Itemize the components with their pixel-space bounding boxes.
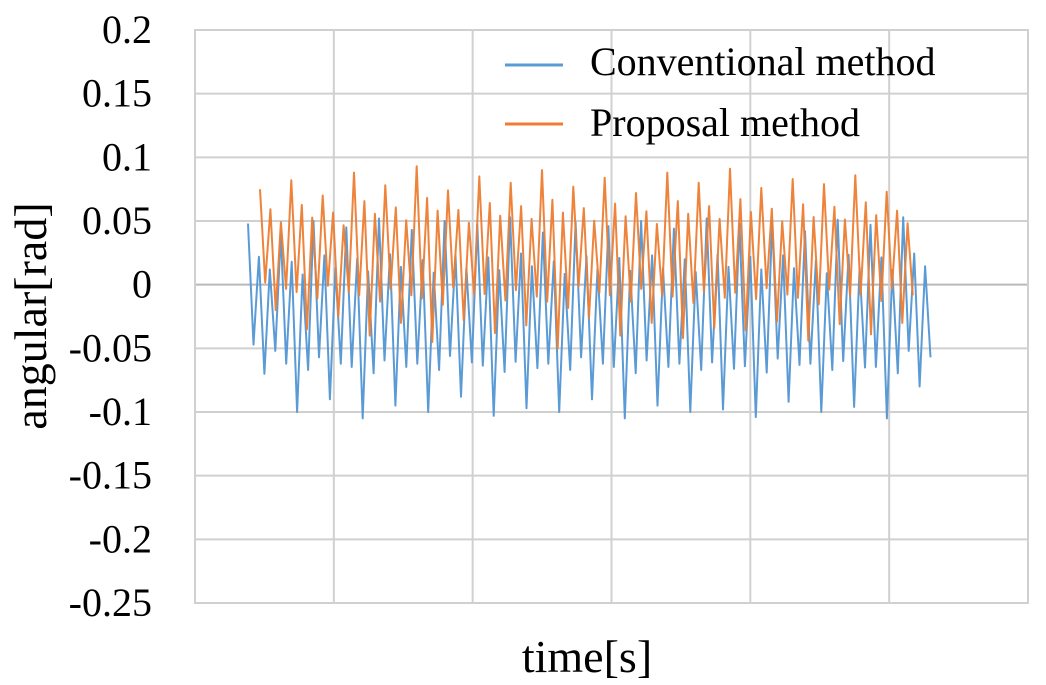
y-tick-label: 0.1 [102, 134, 152, 179]
y-tick-label: -0.15 [69, 453, 152, 498]
legend-label-conventional: Conventional method [590, 39, 936, 84]
x-axis-title: time[s] [522, 631, 652, 682]
y-tick-label: -0.05 [69, 325, 152, 370]
y-tick-label: 0 [132, 262, 152, 307]
legend: Conventional method Proposal method [505, 39, 936, 145]
y-tick-label: -0.1 [89, 389, 152, 434]
y-tick-label: -0.2 [89, 516, 152, 561]
y-axis-ticks: 0.2 0.15 0.1 0.05 0 -0.05 -0.1 -0.15 -0.2 -0.25 [69, 7, 152, 625]
y-tick-label: 0.2 [102, 7, 152, 52]
legend-label-proposal: Proposal method [590, 100, 860, 145]
plot-area-border [194, 29, 1029, 604]
series-layer [247, 165, 932, 420]
y-axis-title: angular[rad] [5, 202, 56, 429]
y-tick-label: 0.15 [82, 71, 152, 116]
series-line-proposal [259, 165, 914, 350]
y-tick-label: -0.25 [69, 580, 152, 625]
y-tick-label: 0.05 [82, 198, 152, 243]
